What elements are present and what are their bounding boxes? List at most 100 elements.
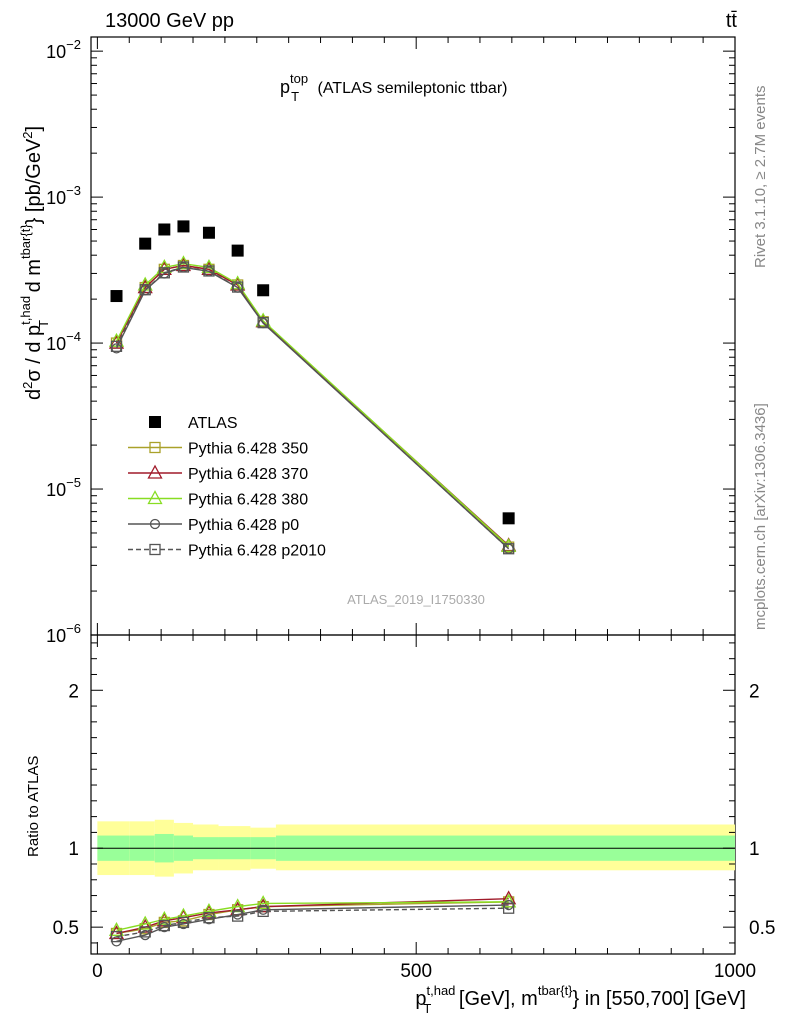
- data-point-p2010: [139, 284, 151, 296]
- main-series-group: [108, 220, 517, 555]
- ratio-point-p380: [137, 915, 153, 930]
- legend-entry: Pythia 6.428 p0: [128, 517, 299, 534]
- y-tick-label-main: 10−2: [46, 37, 81, 62]
- mcplots-label: mcplots.cern.ch [arXiv:1306.3436]: [752, 403, 769, 630]
- y-tick-label-base: 10: [46, 42, 66, 62]
- series-line-p380: [115, 262, 510, 547]
- plot-title-sub: T: [291, 89, 299, 104]
- legend-marker: [147, 464, 163, 479]
- legend-entry: Pythia 6.428 p2010: [128, 543, 326, 560]
- ratio-point-p370: [137, 918, 153, 933]
- ratio-point-p380: [156, 910, 172, 925]
- plot-title: ptop T (ATLAS semileptonic ttbar): [280, 71, 507, 104]
- y-tick-label-exp: −3: [66, 183, 81, 198]
- y-tick-label-exp: −2: [66, 37, 81, 52]
- data-point-atlas: [177, 220, 190, 233]
- x-tick-label: 500: [400, 961, 432, 982]
- data-point-p2010: [158, 267, 170, 279]
- ratio-line-p2010: [116, 907, 509, 938]
- legend-label: ATLAS: [188, 415, 238, 432]
- ratio-point-p380: [255, 895, 271, 910]
- y-axis-label-main: d2σ / d pt,had T d mtbar{t}} [pb/GeV2]: [18, 126, 51, 400]
- y-tick-label-ratio: 1: [68, 839, 79, 860]
- legend-marker: [147, 490, 163, 505]
- x-tick-label: 0: [92, 961, 103, 982]
- legend-marker: [149, 441, 161, 454]
- ratio-point-p2010: [158, 919, 170, 932]
- data-point-p2010: [177, 261, 190, 273]
- ratio-point-p2010: [257, 905, 269, 918]
- legend-label: Pythia 6.428 p2010: [188, 543, 326, 560]
- legend-marker: [149, 416, 161, 428]
- analysis-watermark: ATLAS_2019_I1750330: [347, 592, 485, 607]
- legend-label: Pythia 6.428 p0: [188, 517, 299, 534]
- x-tick-label: 1000: [714, 961, 756, 982]
- y-tick-label-exp: −4: [66, 329, 81, 344]
- series-line-p2010: [115, 266, 510, 550]
- data-point-atlas: [202, 226, 215, 239]
- legend: ATLAS Pythia 6.428 350 Pythia 6.428 370 Pyt…: [128, 415, 326, 560]
- plot-title-p: p: [280, 77, 290, 97]
- y-tick-label-exp: −6: [66, 621, 81, 636]
- legend-entry: ATLAS: [149, 415, 238, 432]
- y-tick-label-exp: −5: [66, 475, 81, 490]
- plot-title-rest: (ATLAS semileptonic ttbar): [313, 80, 507, 97]
- data-point-atlas: [257, 284, 270, 297]
- data-point-p380: [175, 255, 192, 270]
- legend-entry: Pythia 6.428 370: [128, 464, 308, 483]
- data-point-atlas: [231, 244, 244, 257]
- legend-marker: [149, 518, 161, 530]
- y-tick-label-ratio: 0.5: [53, 918, 79, 939]
- rivet-label: Rivet 3.1.10, ≥ 2.7M events: [752, 86, 769, 269]
- y-tick-label-base: 10: [46, 188, 66, 208]
- ratio-point-p2010: [203, 912, 215, 924]
- ratio-point-p2010: [177, 916, 190, 929]
- y-tick-label-base: 10: [46, 626, 66, 646]
- ratio-point-p2010: [110, 930, 123, 943]
- ratio-panel-frame: [90, 634, 736, 955]
- y-tick-label-base: 10: [46, 334, 66, 354]
- data-point-atlas: [502, 512, 515, 525]
- series-line-p370: [115, 264, 510, 547]
- ratio-axis-ticks: 0.5 0.5 1 1 2 2 0 500 1000: [53, 642, 775, 982]
- main-axis-ticks: 10−610−510−410−310−2: [46, 37, 736, 954]
- y-tick-label-main: 10−3: [46, 183, 81, 208]
- ratio-point-p380: [175, 907, 192, 922]
- data-point-p2010: [232, 281, 244, 293]
- y-tick-label-main: 10−4: [46, 329, 81, 354]
- data-point-p2010: [257, 317, 269, 329]
- ratio-point-p380: [201, 902, 217, 918]
- series-line-p0: [115, 266, 510, 550]
- series-line-p350: [115, 264, 510, 548]
- ratio-point-p370: [108, 925, 125, 940]
- y-tick-label-main: 10−6: [46, 621, 81, 646]
- plot-title-sup: top: [290, 71, 308, 86]
- ratio-point-p2010: [502, 902, 515, 914]
- data-point-p2010: [502, 543, 515, 555]
- y-tick-label-main: 10−5: [46, 475, 81, 500]
- data-point-p2010: [110, 340, 123, 352]
- data-point-atlas: [158, 223, 171, 236]
- legend-marker: [149, 543, 161, 556]
- legend-label: Pythia 6.428 350: [188, 441, 308, 458]
- y-tick-label-ratio: 2: [68, 681, 79, 702]
- ratio-point-p370: [255, 898, 271, 913]
- y-tick-label-base: 10: [46, 480, 66, 500]
- ratio-point-p2010: [139, 926, 151, 938]
- ratio-point-p2010: [232, 910, 244, 922]
- process-label: 13000 GeV pp: [105, 10, 234, 32]
- legend-entry: Pythia 6.428 350: [128, 441, 308, 458]
- ratio-line-p370: [116, 898, 509, 935]
- data-point-p2010: [203, 265, 215, 277]
- legend-entry: Pythia 6.428 380: [128, 490, 308, 509]
- ratio-point-p380: [501, 893, 517, 908]
- data-point-atlas: [139, 237, 152, 250]
- final-state-label: tt̄: [726, 10, 738, 32]
- y-axis-label-ratio: Ratio to ATLAS: [25, 756, 42, 857]
- ratio-series-group: [108, 890, 517, 947]
- legend-label: Pythia 6.428 370: [188, 466, 308, 483]
- ratio-point-p380: [108, 921, 125, 936]
- y-tick-label-ratio-right: 2: [749, 681, 760, 702]
- legend-label: Pythia 6.428 380: [188, 492, 308, 509]
